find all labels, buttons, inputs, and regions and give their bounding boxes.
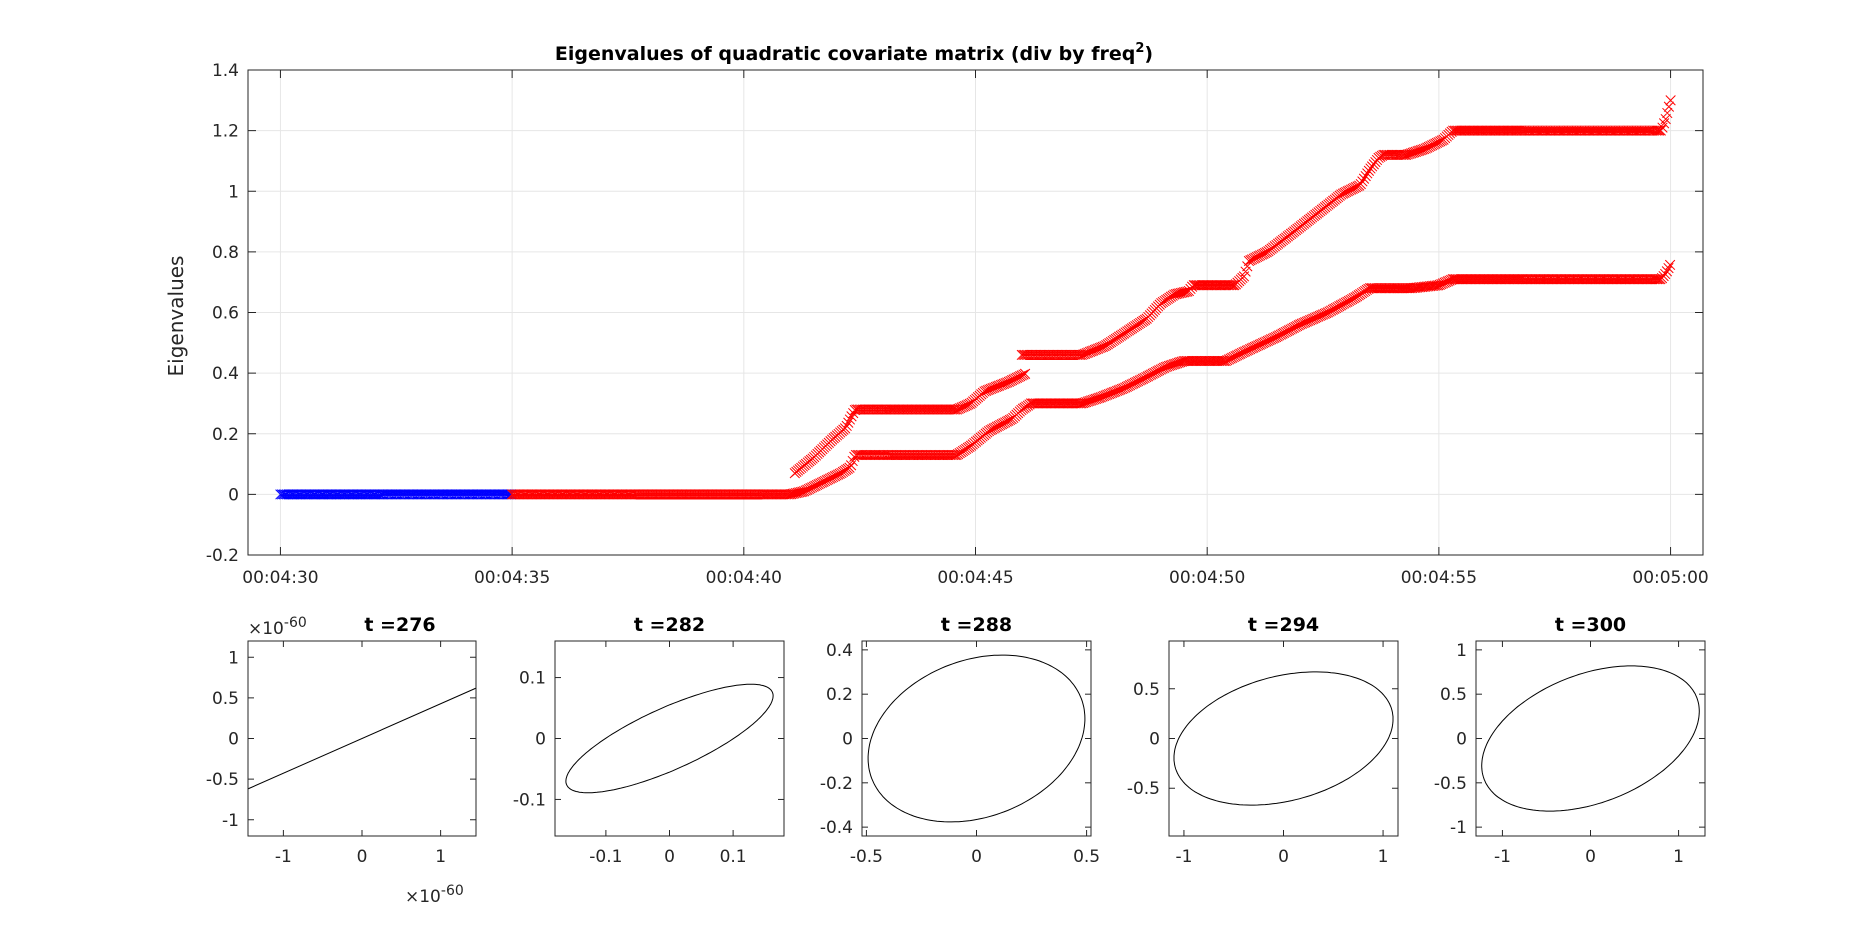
x-tick-label: -1 bbox=[275, 847, 292, 867]
subplot-title: t =300 bbox=[1555, 614, 1626, 636]
y-tick-label: 0.1 bbox=[519, 669, 546, 689]
subplot-curve-line bbox=[247, 687, 477, 790]
subplot-background bbox=[862, 641, 1091, 836]
y-tick-label: 0 bbox=[228, 485, 239, 505]
y-tick-label: 0 bbox=[535, 730, 546, 750]
x-tick-label: 00:04:35 bbox=[474, 568, 550, 588]
x-tick-label: -1 bbox=[1175, 847, 1192, 867]
y-tick-label: 0.5 bbox=[1133, 680, 1160, 700]
y-tick-label: 1.2 bbox=[212, 122, 239, 142]
y-tick-label: 0 bbox=[842, 730, 853, 750]
x-tick-label: 0 bbox=[1585, 847, 1596, 867]
y-tick-label: 0.8 bbox=[212, 243, 239, 263]
x-tick-label: 00:05:00 bbox=[1632, 568, 1708, 588]
x-tick-label: 00:04:45 bbox=[937, 568, 1013, 588]
y-tick-label: 0 bbox=[228, 730, 239, 750]
x-tick-label: 0.1 bbox=[720, 847, 747, 867]
subplot-ellipse bbox=[1173, 671, 1394, 806]
x-tick-label: 1 bbox=[1378, 847, 1389, 867]
subplot-ellipse bbox=[1481, 665, 1700, 812]
x-tick-label: -1 bbox=[1494, 847, 1511, 867]
y-tick-label: -0.2 bbox=[820, 774, 853, 794]
eigenvalue-series-2-markers bbox=[506, 259, 1676, 500]
y-tick-label: -1 bbox=[1450, 818, 1467, 838]
subplot-1-x-exponent: ×10-60 bbox=[405, 883, 464, 907]
subplot-ellipse bbox=[867, 654, 1086, 823]
y-tick-label: -0.5 bbox=[206, 770, 239, 790]
y-tick-label: -0.5 bbox=[1434, 774, 1467, 794]
x-tick-label: 0.5 bbox=[1073, 847, 1100, 867]
x-tick-label: 00:04:50 bbox=[1169, 568, 1245, 588]
subplot-4: -1 0 1 -0.5 0 0.5 t =294 bbox=[1127, 614, 1399, 867]
ellipse-subplots: -1 0 1 -1 -0.5 0 0.5 1 t =276 -0.1 0 0.1 -0.1 0 0.1 t =… bbox=[206, 614, 1706, 867]
x-tick-label: 00:04:55 bbox=[1401, 568, 1477, 588]
subplot-3: -0.5 0 0.5 -0.4 -0.2 0 0.2 0.4 t =288 bbox=[820, 614, 1100, 867]
y-tick-label: 0.5 bbox=[212, 689, 239, 709]
subplot-1-y-exponent: ×10-60 bbox=[248, 615, 307, 639]
subplot-background bbox=[555, 641, 784, 836]
main-plot-area: 00:04:30 00:04:35 00:04:40 00:04:45 00:04:50… bbox=[206, 61, 1709, 588]
y-tick-label: -1 bbox=[222, 811, 239, 831]
y-tick-label: 1 bbox=[228, 182, 239, 202]
y-tick-label: -0.2 bbox=[206, 546, 239, 566]
x-tick-label: 0 bbox=[971, 847, 982, 867]
y-tick-label: 1 bbox=[228, 648, 239, 668]
x-tick-label: 0 bbox=[664, 847, 675, 867]
subplot-1: -1 0 1 -1 -0.5 0 0.5 1 t =276 bbox=[206, 614, 477, 867]
eigenvalue-series-1-markers bbox=[275, 489, 516, 500]
x-tick-label: 0 bbox=[1278, 847, 1289, 867]
eigenvalue-series-3-markers bbox=[1016, 95, 1676, 361]
y-tick-label: 0 bbox=[1456, 730, 1467, 750]
y-tick-label: -0.1 bbox=[513, 790, 546, 810]
subplot-title: t =282 bbox=[634, 614, 705, 636]
subplot-background bbox=[1476, 641, 1705, 836]
y-tick-label: 0.6 bbox=[212, 304, 239, 324]
eigenvalue-series-3-markers bbox=[789, 368, 1031, 479]
y-tick-label: 1 bbox=[1456, 641, 1467, 661]
y-tick-label: 0.2 bbox=[826, 685, 853, 705]
x-tick-label: 00:04:40 bbox=[706, 568, 782, 588]
y-tick-label: 0.2 bbox=[212, 425, 239, 445]
subplot-5: -1 0 1 -1 -0.5 0 0.5 1 t =300 bbox=[1434, 614, 1706, 867]
y-tick-label: 0.5 bbox=[1440, 685, 1467, 705]
y-tick-label: -0.5 bbox=[1127, 779, 1160, 799]
y-tick-label: 0.4 bbox=[826, 641, 853, 661]
x-tick-label: 1 bbox=[435, 847, 446, 867]
subplot-title: t =294 bbox=[1248, 614, 1319, 636]
x-tick-label: 00:04:30 bbox=[242, 568, 318, 588]
subplot-2: -0.1 0 0.1 -0.1 0 0.1 t =282 bbox=[513, 614, 785, 867]
subplot-title: t =276 bbox=[364, 614, 435, 636]
x-tick-label: 0 bbox=[357, 847, 368, 867]
subplot-ellipse bbox=[565, 683, 774, 794]
y-tick-label: 0 bbox=[1149, 730, 1160, 750]
subplot-background bbox=[1169, 641, 1398, 836]
x-tick-label: -0.1 bbox=[589, 847, 622, 867]
y-tick-label: 0.4 bbox=[212, 364, 239, 384]
subplot-title: t =288 bbox=[941, 614, 1012, 636]
x-tick-label: -0.5 bbox=[850, 847, 883, 867]
main-chart-ylabel: Eigenvalues bbox=[164, 256, 188, 377]
y-tick-label: -0.4 bbox=[820, 818, 853, 838]
y-tick-label: 1.4 bbox=[212, 61, 239, 81]
x-tick-label: 1 bbox=[1673, 847, 1684, 867]
main-chart-title: Eigenvalues of quadratic covariate matri… bbox=[555, 41, 1153, 65]
